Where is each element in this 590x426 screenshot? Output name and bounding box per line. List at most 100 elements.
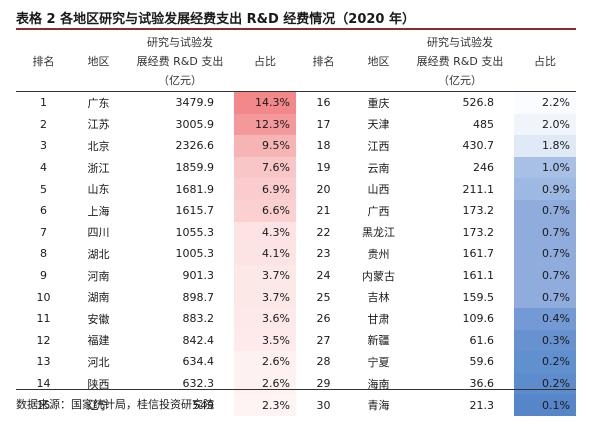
header-spend-line1-right: 研究与试验发 — [427, 35, 493, 49]
right-share-cell: 0.9% — [514, 178, 576, 200]
right-region-cell: 甘肃 — [367, 312, 390, 326]
right-rank-cell: 21 — [316, 204, 331, 218]
right-region-cell: 青海 — [367, 399, 390, 413]
right-share-cell: 1.0% — [514, 156, 576, 179]
table-row: 10 湖南 898.7 3.7% 25 吉林 159.5 0.7% — [16, 286, 576, 308]
left-rank-cell: 3 — [40, 139, 47, 153]
left-spend-cell: 3005.9 — [175, 117, 215, 131]
left-spend-cell: 901.3 — [182, 269, 215, 283]
right-share-cell: 0.7% — [514, 221, 576, 244]
header-spend-line2-right: 展经费 R&D 支出 — [416, 54, 504, 68]
left-rank-cell: 9 — [40, 269, 47, 283]
right-rank-cell: 23 — [316, 247, 331, 261]
right-share-cell: 0.7% — [514, 243, 576, 265]
left-region-cell: 湖南 — [87, 291, 110, 305]
source-note: 数据来源：国家统计局，桂信投资研究院 — [16, 398, 214, 411]
right-spend-cell: 246 — [473, 161, 494, 175]
left-spend-cell: 634.4 — [182, 355, 215, 369]
rd-expenditure-table: 排名 地区 研究与试验发 展经费 R&D 支出 （亿元） 占比 排名 地区 研究… — [16, 31, 576, 416]
left-region-cell: 辽宁 — [87, 399, 110, 413]
right-spend-cell: 159.5 — [462, 290, 495, 304]
right-rank-cell: 19 — [316, 161, 331, 175]
left-region-cell: 福建 — [87, 334, 110, 348]
right-spend-cell: 61.6 — [469, 333, 495, 347]
left-rank-cell: 13 — [36, 355, 51, 369]
bottom-rule — [16, 389, 576, 390]
left-spend-cell: 1681.9 — [175, 182, 215, 196]
left-share-cell: 2.3% — [234, 394, 296, 416]
right-region-cell: 宁夏 — [367, 355, 390, 369]
left-spend-cell: 3479.9 — [175, 96, 215, 110]
table-row: 5 山东 1681.9 6.9% 20 山西 211.1 0.9% — [16, 178, 576, 200]
table-row: 13 河北 634.4 2.6% 28 宁夏 59.6 0.2% — [16, 351, 576, 373]
header-spend-line2: 展经费 R&D 支出 — [136, 54, 224, 68]
right-region-cell: 天津 — [367, 118, 390, 132]
header-spend-line3: （亿元） — [158, 73, 202, 87]
left-spend-cell: 1055.3 — [175, 225, 215, 239]
table-row: 8 湖北 1005.3 4.1% 23 贵州 161.7 0.7% — [16, 243, 576, 265]
right-spend-cell: 59.6 — [469, 355, 495, 369]
left-share-cell: 3.6% — [234, 307, 296, 330]
left-region-cell: 广东 — [87, 96, 110, 110]
left-rank-cell: 6 — [40, 204, 47, 218]
right-rank-cell: 29 — [316, 377, 331, 391]
right-region-cell: 吉林 — [367, 291, 390, 305]
right-rank-cell: 16 — [316, 96, 331, 110]
right-spend-cell: 526.8 — [462, 96, 495, 110]
header-region: 地区 — [87, 54, 110, 68]
right-share-cell: 0.7% — [514, 264, 576, 287]
right-spend-cell: 485 — [473, 117, 494, 131]
table-body: 1 广东 3479.9 14.3% 16 重庆 526.8 2.2% 2 江苏 3005.9 12.3… — [16, 91, 576, 416]
left-rank-cell: 15 — [36, 398, 51, 412]
right-share-cell: 0.2% — [514, 372, 576, 395]
left-share-cell: 6.9% — [234, 178, 296, 200]
left-region-cell: 江苏 — [87, 118, 110, 132]
left-region-cell: 北京 — [87, 139, 110, 153]
table-title: 表格 2 各地区研究与试验发展经费支出 R&D 经费情况（2020 年） — [16, 12, 415, 27]
right-share-cell: 0.4% — [514, 307, 576, 330]
left-share-cell: 3.5% — [234, 329, 296, 352]
right-share-cell: 0.7% — [514, 199, 576, 222]
left-spend-cell: 632.3 — [182, 377, 215, 391]
left-rank-cell: 10 — [36, 290, 51, 304]
right-spend-cell: 173.2 — [462, 225, 495, 239]
right-rank-cell: 20 — [316, 182, 331, 196]
left-spend-cell: 549 — [193, 398, 214, 412]
left-rank-cell: 11 — [36, 312, 51, 326]
left-rank-cell: 14 — [36, 377, 51, 391]
right-region-cell: 贵州 — [367, 247, 390, 261]
left-share-cell: 2.6% — [234, 351, 296, 373]
left-rank-cell: 4 — [40, 161, 47, 175]
left-rank-cell: 2 — [40, 117, 47, 131]
left-spend-cell: 898.7 — [182, 290, 215, 304]
right-region-cell: 重庆 — [367, 96, 390, 110]
top-rule — [16, 28, 576, 30]
header-share-right: 占比 — [534, 54, 556, 68]
header-spend: 研究与试验发 展经费 R&D 支出 （亿元） — [126, 31, 234, 92]
left-region-cell: 安徽 — [87, 312, 110, 326]
left-region-cell: 陕西 — [87, 377, 110, 391]
right-share-cell: 0.3% — [514, 329, 576, 352]
right-spend-cell: 430.7 — [462, 139, 495, 153]
table-row: 14 陕西 632.3 2.6% 29 海南 36.6 0.2% — [16, 372, 576, 395]
table-row: 11 安徽 883.2 3.6% 26 甘肃 109.6 0.4% — [16, 307, 576, 330]
header-region-right: 地区 — [367, 54, 390, 68]
right-share-cell: 2.0% — [514, 113, 576, 136]
left-region-cell: 浙江 — [87, 161, 110, 175]
right-region-cell: 山西 — [367, 183, 390, 197]
left-region-cell: 河北 — [87, 355, 110, 369]
right-rank-cell: 24 — [316, 269, 331, 283]
right-rank-cell: 25 — [316, 290, 331, 304]
left-rank-cell: 12 — [36, 333, 51, 347]
left-spend-cell: 1615.7 — [175, 204, 215, 218]
right-region-cell: 新疆 — [367, 334, 390, 348]
header-rank-right: 排名 — [312, 54, 335, 68]
left-share-cell: 14.3% — [234, 91, 296, 114]
left-share-cell: 2.6% — [234, 372, 296, 395]
header-spend-line1: 研究与试验发 — [147, 35, 213, 49]
left-rank-cell: 7 — [40, 225, 47, 239]
right-rank-cell: 27 — [316, 333, 331, 347]
left-share-cell: 9.5% — [234, 135, 296, 157]
table-row: 6 上海 1615.7 6.6% 21 广西 173.2 0.7% — [16, 199, 576, 222]
table-row: 2 江苏 3005.9 12.3% 17 天津 485 2.0% — [16, 113, 576, 136]
